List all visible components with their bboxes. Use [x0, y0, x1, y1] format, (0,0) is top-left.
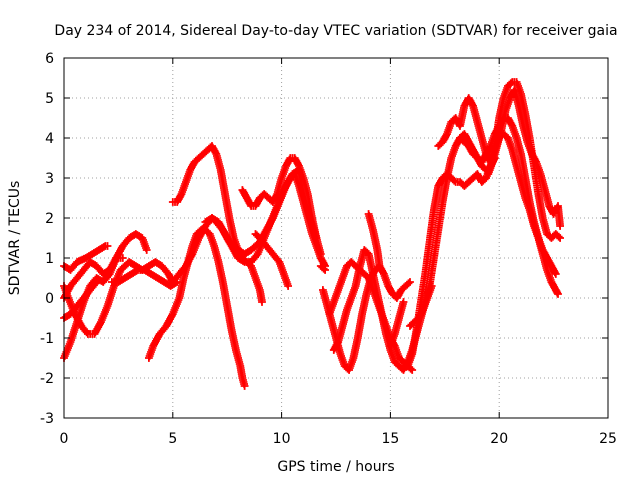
series-track-8 — [168, 142, 266, 306]
series-track-16 — [364, 210, 384, 270]
plot-frame — [63, 57, 609, 419]
x-tick-label: 25 — [599, 431, 617, 447]
y-axis-label: SDTVAR / TECUs — [7, 181, 23, 296]
series-track-6 — [108, 266, 182, 290]
y-tick-labels: -3 -2 -1 0 1 2 3 4 5 6 — [40, 51, 54, 427]
x-tick-label: 20 — [490, 431, 508, 447]
y-tick-label: -3 — [40, 411, 54, 427]
y-tick-label: 3 — [45, 171, 54, 187]
y-tick-label: -2 — [40, 371, 54, 387]
y-tick-label: 6 — [45, 51, 54, 67]
x-tick-label: 0 — [60, 431, 69, 447]
axis-ticks — [63, 57, 609, 419]
series-track-17 — [386, 298, 408, 350]
y-tick-label: 5 — [45, 91, 54, 107]
series-track-11 — [251, 230, 292, 290]
y-tick-label: 4 — [45, 131, 54, 147]
x-axis-label: GPS time / hours — [277, 459, 394, 475]
series-track-7 — [145, 226, 249, 390]
series-layer — [60, 78, 564, 390]
y-tick-label: 0 — [45, 291, 54, 307]
y-tick-label: -1 — [40, 331, 54, 347]
y-tick-label: 1 — [45, 251, 54, 267]
y-tick-label: 2 — [45, 211, 54, 227]
series-track-12 — [316, 262, 329, 274]
series-track-22 — [484, 86, 564, 230]
x-tick-labels: 0 5 10 15 20 25 — [60, 431, 617, 447]
series-track-10 — [238, 154, 325, 258]
x-tick-label: 10 — [273, 431, 291, 447]
x-tick-label: 15 — [381, 431, 399, 447]
chart-title: Day 234 of 2014, Sidereal Day-to-day VTE… — [54, 23, 617, 39]
x-tick-label: 5 — [168, 431, 177, 447]
